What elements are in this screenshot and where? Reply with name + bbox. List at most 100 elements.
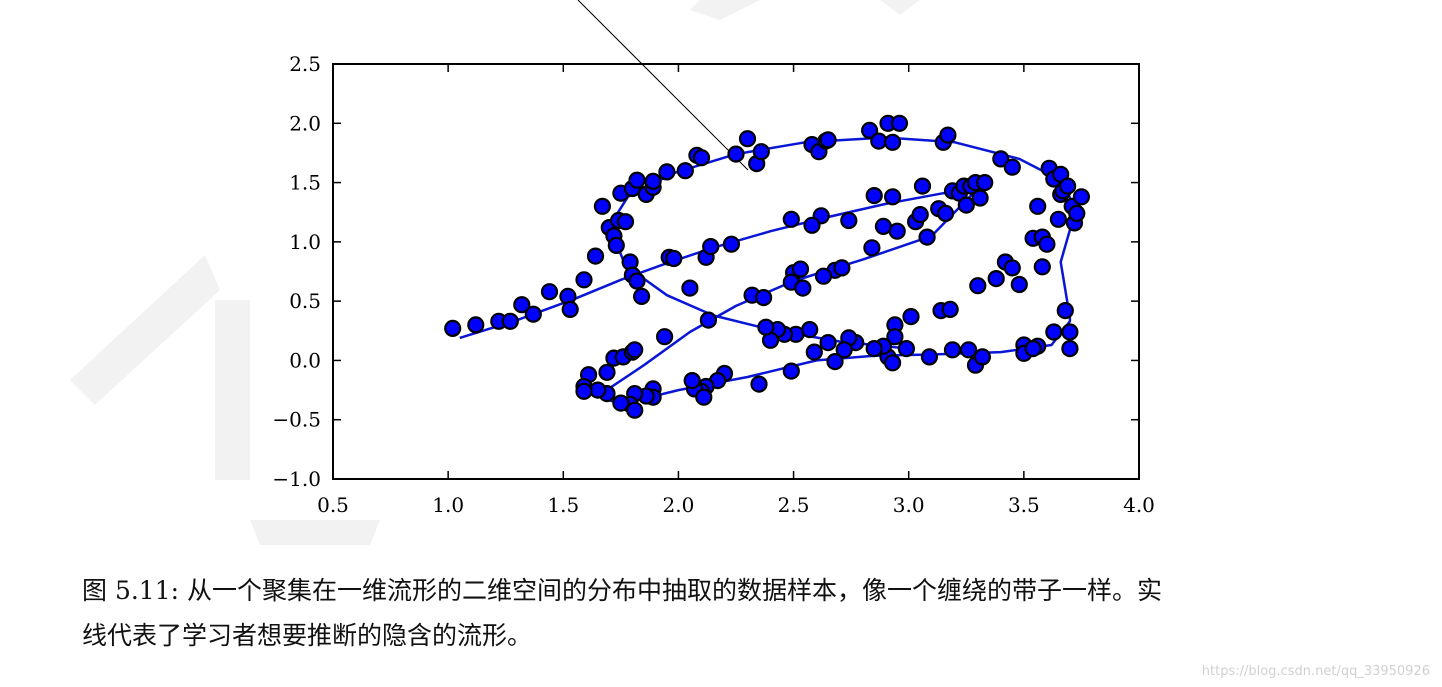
data-point <box>722 235 741 253</box>
x-tick-label: 1.0 <box>432 493 464 517</box>
y-tick-label: 1.5 <box>289 171 321 195</box>
data-point <box>819 334 837 352</box>
data-point <box>1072 188 1091 206</box>
x-tick-label: 4.0 <box>1123 493 1155 517</box>
data-point <box>782 362 800 380</box>
x-tick-label: 3.0 <box>893 493 925 517</box>
watermark-shape <box>250 520 380 545</box>
data-point <box>911 206 929 224</box>
data-point <box>589 381 607 399</box>
caption-line-2: 线代表了学习者想要推断的隐含的流形。 <box>82 621 533 650</box>
data-point <box>628 171 646 189</box>
x-tick-label: 2.5 <box>778 493 810 517</box>
plot-frame <box>332 63 1140 480</box>
data-point <box>920 348 939 366</box>
data-point <box>913 177 932 195</box>
data-point <box>840 211 858 230</box>
data-point <box>819 131 837 149</box>
data-point <box>1058 177 1077 195</box>
y-tick-label: 2.5 <box>289 52 321 76</box>
y-axis: −1.0 −0.5 0.0 0.5 1.0 1.5 2.0 2.5 <box>272 52 1139 491</box>
data-point <box>750 375 768 393</box>
data-point <box>826 353 844 371</box>
data-point <box>865 340 883 358</box>
data-point <box>1038 235 1056 253</box>
data-point <box>1061 323 1079 341</box>
data-point <box>939 126 957 144</box>
data-point <box>658 163 676 181</box>
y-tick-label: 2.0 <box>289 111 321 135</box>
data-point <box>524 305 542 323</box>
data-point <box>626 341 644 359</box>
data-point <box>902 308 920 326</box>
data-point <box>444 319 462 337</box>
data-point <box>782 210 800 228</box>
data-point <box>757 318 775 336</box>
x-tick-label: 2.0 <box>663 493 695 517</box>
y-tick-label: 0.0 <box>289 348 321 372</box>
data-point <box>607 236 625 254</box>
data-point <box>1003 158 1021 176</box>
data-point <box>683 372 701 390</box>
watermark-shape <box>215 300 250 480</box>
data-point <box>727 145 745 163</box>
data-point <box>890 114 909 132</box>
data-point <box>918 228 936 246</box>
data-point <box>814 267 833 285</box>
data-point <box>957 196 975 214</box>
data-point <box>835 341 853 359</box>
y-tick-label: −1.0 <box>272 467 321 491</box>
y-tick-label: 1.0 <box>289 230 321 254</box>
x-tick-label: 3.5 <box>1008 493 1040 517</box>
data-point <box>803 216 821 234</box>
data-point <box>833 259 851 277</box>
data-point <box>886 328 904 346</box>
data-point <box>865 187 883 205</box>
data-point <box>616 213 635 231</box>
data-point <box>575 271 593 289</box>
data-point <box>665 249 683 268</box>
y-tick-label: 0.5 <box>289 289 321 313</box>
data-point <box>987 270 1005 288</box>
data-point <box>943 341 962 359</box>
data-point <box>561 300 579 318</box>
data-point <box>897 340 916 358</box>
annotation-line <box>577 0 749 171</box>
data-point <box>632 287 651 305</box>
data-point <box>976 174 994 192</box>
data-point <box>754 289 773 307</box>
x-axis: 0.5 1.0 1.5 2.0 2.5 3.0 3.5 4.0 <box>317 64 1155 517</box>
data-point <box>883 133 902 151</box>
data-point <box>936 204 955 222</box>
data-point <box>695 388 713 406</box>
data-point <box>1010 275 1028 294</box>
data-point <box>702 238 720 256</box>
data-point <box>801 321 819 339</box>
data-point <box>655 328 674 346</box>
data-point <box>1045 323 1063 341</box>
data-point <box>692 149 711 167</box>
data-point <box>992 150 1010 168</box>
watermark-shape <box>880 0 920 15</box>
data-point <box>575 382 593 400</box>
watermark-shape <box>70 255 220 405</box>
data-point <box>1029 197 1047 215</box>
data-point <box>973 348 992 366</box>
data-point <box>540 283 559 301</box>
data-point <box>959 341 978 359</box>
data-point <box>805 343 823 361</box>
watermark-url: https://blog.csdn.net/qq_33950926 <box>1201 664 1430 679</box>
y-tick-label: −0.5 <box>272 408 321 432</box>
data-point <box>883 188 902 206</box>
data-point <box>676 162 694 180</box>
x-tick-label: 1.5 <box>547 493 579 517</box>
figure-caption: 图 5.11: 从一个聚集在一维流形的二维空间的分布中抽取的数据样本，像一个缠绕… <box>82 568 1382 658</box>
data-point <box>863 239 881 257</box>
data-point <box>1068 204 1086 222</box>
x-tick-label: 0.5 <box>317 493 349 517</box>
data-point <box>1033 258 1051 276</box>
data-point <box>626 401 644 419</box>
data-point <box>971 189 989 207</box>
